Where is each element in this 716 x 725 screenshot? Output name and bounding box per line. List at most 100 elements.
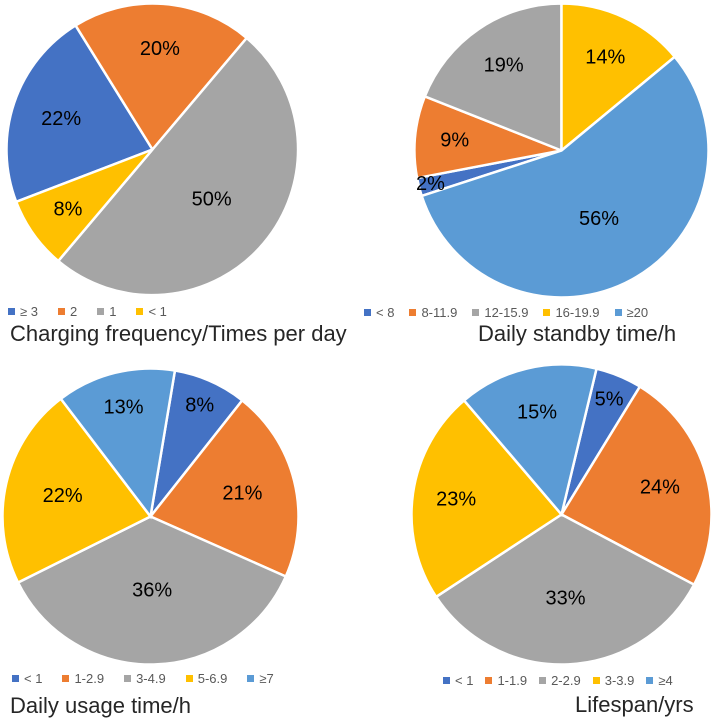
pie-daily-usage-time: 8% 21% 36% 22% 13% [0, 366, 300, 666]
chart-title: Daily usage time/h [10, 693, 191, 718]
data-label: 22% [42, 485, 82, 507]
pie-slice [15, 514, 287, 666]
legend-label: 3-3.9 [604, 673, 635, 688]
pie-slice [559, 1, 677, 153]
data-label: 5% [594, 388, 623, 410]
pie-lifespan: 5% 24% 33% 23% 15% [409, 362, 713, 666]
legend-item: 2-2.9 [539, 674, 581, 687]
pie-slice [0, 396, 152, 584]
legend-marker [543, 309, 551, 316]
legend-marker [443, 677, 450, 684]
legend-item: ≥4 [646, 674, 673, 687]
legend-marker [539, 677, 547, 684]
legend-item: < 1 [136, 304, 167, 319]
data-label: 50% [191, 188, 231, 210]
legend-label: ≥20 [626, 305, 649, 320]
pie-slice [412, 94, 566, 180]
legend-label: 1-2.9 [74, 671, 105, 686]
legend-label: 1 [109, 304, 117, 319]
legend-item: 3-3.9 [592, 673, 635, 688]
pie-slice [58, 366, 176, 520]
legend-item: 12-15.9 [472, 306, 528, 319]
legend-marker [646, 677, 654, 684]
legend-marker [8, 308, 15, 315]
pie-daily-standby-time: 2% 9% 19% 14% 56% [412, 1, 710, 299]
legend-label: 8-11.9 [421, 305, 458, 320]
legend-label: 2 [69, 304, 78, 319]
legend-label: 12-15.9 [484, 305, 529, 320]
legend-marker [472, 309, 480, 316]
data-label: 8% [185, 394, 214, 416]
legend-label: 16-19.9 [555, 305, 600, 320]
legend-daily-usage-time: < 1 1-2.9 3-4.9 5-6.9 ≥7 [12, 672, 274, 685]
legend-marker [485, 677, 493, 684]
legend-marker [62, 675, 70, 682]
legend-marker [124, 675, 132, 682]
pie-slice [55, 35, 299, 296]
pie-slice [461, 362, 598, 517]
data-label: 22% [41, 107, 81, 129]
data-label: 56% [578, 207, 618, 229]
legend-item: ≥ 3 [8, 305, 38, 318]
legend-marker [592, 677, 600, 684]
legend-item: ≥20 [614, 305, 649, 320]
legend-label: < 1 [24, 671, 43, 686]
legend-marker [409, 309, 417, 316]
legend-item: 1 [97, 305, 116, 318]
legend-marker [364, 309, 371, 316]
legend-marker [12, 675, 19, 682]
legend-label: ≥7 [259, 671, 274, 686]
legend-item: 3-4.9 [124, 672, 166, 685]
pie-charging-frequency: 22% 20% 50% 8% [4, 1, 299, 296]
legend-marker [136, 308, 144, 315]
legend-item: 2 [57, 304, 78, 319]
data-label: 8% [53, 198, 82, 220]
legend-marker [614, 309, 622, 316]
data-label: 13% [103, 396, 143, 418]
data-label: 33% [545, 587, 585, 609]
data-label: 19% [483, 54, 523, 76]
legend-item: < 1 [443, 674, 473, 687]
pie-slice [419, 54, 710, 299]
chart-title: Charging frequency/Times per day [10, 321, 347, 346]
legend-lifespan: < 1 1-1.9 2-2.9 3-3.9 ≥4 [443, 674, 673, 687]
pie-slice [433, 512, 696, 666]
data-label: 24% [639, 476, 679, 498]
legend-label: 3-4.9 [136, 671, 166, 686]
legend-label: 1-1.9 [497, 673, 528, 688]
data-label: 21% [222, 482, 262, 504]
legend-charging-frequency: ≥ 3 2 1 < 1 [8, 305, 167, 318]
legend-marker [185, 675, 193, 682]
legend-label: 2-2.9 [551, 673, 581, 688]
legend-item: ≥7 [247, 671, 274, 686]
pie-slice [559, 384, 713, 586]
data-label: 20% [139, 38, 179, 60]
pie-slice [73, 1, 249, 152]
pie-slice [409, 398, 563, 599]
legend-label: < 1 [455, 673, 474, 688]
legend-marker [57, 308, 65, 315]
data-label: 2% [416, 173, 445, 195]
pie-slice [4, 23, 154, 203]
data-label: 9% [440, 129, 469, 151]
legend-item: 5-6.9 [185, 671, 228, 686]
data-label: 36% [132, 579, 172, 601]
legend-item: 8-11.9 [409, 306, 457, 319]
data-label: 23% [436, 488, 476, 510]
legend-label: < 8 [376, 305, 395, 320]
legend-label: ≥ 3 [20, 304, 38, 319]
legend-label: 5-6.9 [197, 671, 228, 686]
legend-daily-standby-time: < 8 8-11.9 12-15.9 16-19.9 ≥20 [364, 306, 648, 319]
data-label: 15% [516, 401, 556, 423]
legend-item: 1-2.9 [62, 672, 104, 685]
legend-item: 1-1.9 [485, 674, 527, 687]
legend-item: < 1 [12, 672, 42, 685]
chart-title: Lifespan/yrs [575, 692, 694, 717]
legend-label: < 1 [148, 304, 167, 319]
data-label: 14% [585, 46, 625, 68]
pie-slice [14, 147, 153, 263]
chart-title: Daily standby time/h [478, 321, 677, 346]
legend-marker [97, 308, 105, 315]
legend-item: < 8 [364, 306, 394, 319]
